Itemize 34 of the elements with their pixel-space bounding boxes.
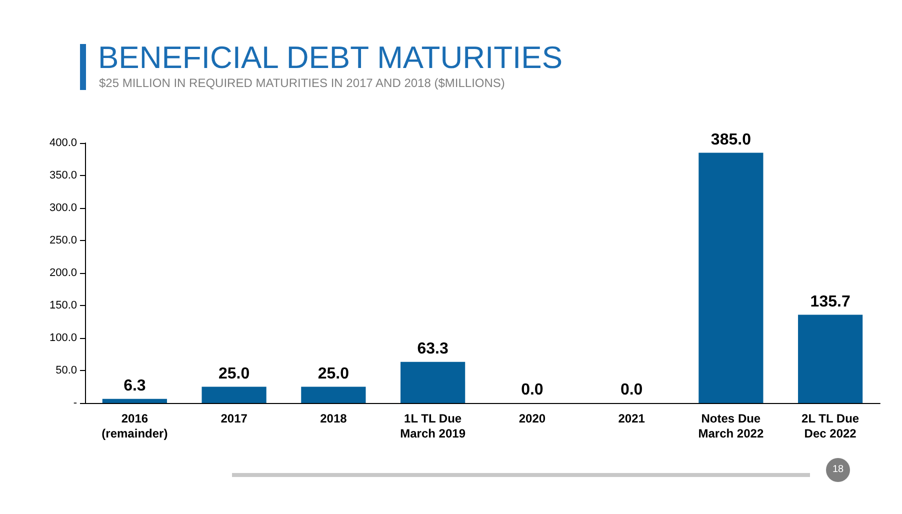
data-label: 6.3: [124, 377, 146, 394]
x-tick-label: 2021: [618, 412, 646, 426]
chart-title: BENEFICIAL DEBT MATURITIES: [98, 40, 563, 76]
y-tick-label: 300.0: [49, 202, 77, 214]
bar: [400, 362, 466, 403]
bar: [698, 152, 764, 403]
y-tick-label: 50.0: [56, 364, 77, 376]
text: 18: [826, 458, 850, 482]
x-tick-label: 2020: [518, 412, 546, 426]
x-tick-label: 2017: [220, 412, 248, 426]
data-label: 135.7: [810, 293, 850, 310]
data-label: 385.0: [710, 131, 752, 148]
y-tick-label: 400.0: [49, 137, 77, 149]
data-label: 0.0: [620, 382, 643, 398]
chart-subtitle: $25 MILLION IN REQUIRED MATURITIES IN 2017 AND 2018 ($MILLIONS): [99, 76, 505, 90]
bar: [202, 386, 266, 403]
y-tick-label: 200.0: [49, 267, 77, 279]
y-tick-label: 250.0: [49, 234, 77, 246]
x-tick-label: 2L TL Due Dec 2022: [802, 412, 860, 440]
data-label: 25.0: [218, 365, 250, 382]
data-label: 25.0: [318, 365, 350, 382]
x-tick-label: Notes Due March 2022: [698, 412, 764, 440]
x-tick-label: 2018: [320, 412, 348, 426]
x-tick-label: 1L TL Due March 2019: [400, 412, 466, 440]
data-label: 63.3: [417, 340, 448, 358]
bar: [798, 314, 863, 403]
x-tick-label: 2016 (remainder): [102, 412, 168, 440]
bar: [102, 398, 167, 403]
bar: [301, 386, 366, 403]
y-tick-label: 100.0: [49, 332, 77, 344]
y-tick-label: 350.0: [49, 170, 77, 182]
y-tick-label: 150.0: [49, 300, 77, 312]
data-label: 0.0: [521, 382, 544, 398]
y-tick-label: -: [73, 397, 78, 409]
